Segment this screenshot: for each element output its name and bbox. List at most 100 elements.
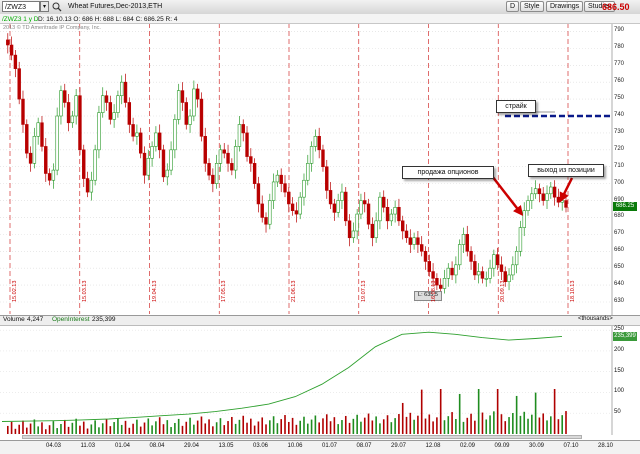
copyright-text: 2013 © TD Ameritrade IP Company, Inc. bbox=[3, 25, 101, 31]
sell-options-callout: продажа опционов bbox=[402, 166, 494, 179]
candle-body bbox=[13, 54, 18, 69]
d-timeframe-button[interactable]: D bbox=[506, 1, 520, 12]
volume-bar bbox=[470, 413, 472, 434]
candle-body bbox=[393, 207, 397, 215]
time-axis bbox=[0, 440, 640, 454]
volume-bar bbox=[493, 411, 495, 434]
time-axis-label: 08.04 bbox=[149, 443, 165, 449]
volume-pane-background bbox=[0, 325, 612, 435]
open-interest-line bbox=[1, 331, 563, 422]
candle-body bbox=[268, 200, 272, 225]
volume-bar bbox=[295, 424, 298, 434]
volume-bar bbox=[538, 417, 541, 434]
volume-bar bbox=[508, 417, 510, 434]
candle-body bbox=[507, 274, 511, 283]
volume-bar bbox=[223, 425, 226, 434]
volume-bar bbox=[109, 426, 112, 434]
open-interest-tag: 235,399 bbox=[613, 331, 637, 341]
volume-bar bbox=[56, 428, 58, 434]
candle-body bbox=[104, 95, 109, 103]
date-marker-label: 15.03.13 bbox=[81, 280, 88, 302]
volume-bar bbox=[455, 419, 457, 434]
volume-bar bbox=[18, 424, 20, 434]
volume-bar bbox=[219, 418, 222, 434]
candle-body bbox=[173, 119, 177, 151]
volume-bar bbox=[401, 402, 404, 434]
volume-bar bbox=[481, 412, 484, 434]
volume-bar bbox=[189, 417, 191, 434]
candle-body bbox=[495, 254, 500, 266]
candle-body bbox=[287, 191, 291, 205]
time-axis-label: 01.07 bbox=[322, 443, 338, 449]
candle-body bbox=[416, 237, 420, 245]
candle-body bbox=[336, 200, 340, 213]
candle-body bbox=[404, 230, 409, 239]
candle-body bbox=[347, 220, 352, 239]
price-tick-label: 790 bbox=[614, 27, 625, 34]
volume-bar bbox=[303, 416, 305, 434]
candle-body bbox=[556, 196, 561, 203]
time-axis-label: 13.05 bbox=[218, 443, 234, 449]
volume-bar bbox=[284, 415, 286, 434]
volume-bar bbox=[512, 413, 514, 434]
volume-bar bbox=[44, 429, 47, 434]
drawings-button[interactable]: Drawings bbox=[546, 1, 584, 12]
volume-bar bbox=[98, 427, 100, 434]
candle-body bbox=[317, 135, 321, 151]
candle-body bbox=[249, 156, 253, 164]
price-tick-label: 730 bbox=[614, 128, 625, 135]
volume-bar bbox=[413, 419, 415, 434]
volume-bar bbox=[436, 417, 438, 434]
volume-bar bbox=[352, 418, 355, 434]
volume-bar bbox=[458, 393, 461, 434]
candle-body bbox=[85, 178, 90, 193]
style-button[interactable]: Style bbox=[520, 1, 544, 12]
time-axis-label: 12.08 bbox=[425, 443, 441, 449]
volume-bar bbox=[356, 414, 358, 434]
volume-bar bbox=[272, 416, 275, 434]
candle-body bbox=[93, 149, 97, 181]
candle-body bbox=[17, 68, 21, 100]
volume-bar bbox=[29, 423, 32, 434]
volume-bar bbox=[196, 420, 199, 434]
candle-body bbox=[355, 213, 359, 232]
current-price-tag: 686.25 bbox=[613, 202, 637, 212]
volume-bar bbox=[162, 424, 165, 434]
volume-bar bbox=[447, 416, 450, 434]
price-tick-label: 690 bbox=[614, 196, 625, 203]
volume-bar bbox=[212, 426, 214, 434]
volume-bar bbox=[348, 422, 351, 434]
volume-bar bbox=[128, 427, 131, 434]
volume-bar bbox=[367, 413, 370, 434]
volume-bar bbox=[291, 417, 294, 434]
date-marker-label: 21.06.13 bbox=[291, 280, 297, 302]
volume-bar bbox=[82, 421, 85, 434]
candle-body bbox=[154, 132, 158, 147]
price-tick-label: 650 bbox=[614, 264, 625, 271]
candle-body bbox=[450, 267, 454, 276]
volume-bar bbox=[360, 421, 362, 434]
studies-button[interactable]: Studies bbox=[584, 1, 616, 12]
volume-bar bbox=[185, 421, 188, 434]
volume-bar bbox=[542, 413, 545, 434]
volume-bar bbox=[60, 423, 62, 434]
volume-bar bbox=[174, 422, 176, 434]
symbol-input[interactable]: /ZWZ3 bbox=[2, 1, 40, 12]
volume-bar bbox=[439, 389, 442, 434]
candle-body bbox=[484, 278, 488, 280]
price-pane-background bbox=[0, 23, 612, 315]
volume-bar bbox=[250, 418, 252, 434]
volume-bar bbox=[204, 423, 207, 434]
volume-bar bbox=[443, 420, 446, 434]
volume-bar bbox=[234, 423, 237, 434]
chart-scrollbar[interactable] bbox=[22, 435, 582, 439]
volume-bar bbox=[158, 417, 161, 434]
candle-body bbox=[545, 193, 549, 201]
candle-body bbox=[530, 193, 534, 201]
volume-bar bbox=[170, 427, 172, 434]
candle-body bbox=[252, 163, 257, 184]
search-icon[interactable] bbox=[52, 2, 62, 12]
volume-bar bbox=[310, 419, 313, 434]
symbol-dropdown-button[interactable]: ▾ bbox=[40, 1, 49, 12]
